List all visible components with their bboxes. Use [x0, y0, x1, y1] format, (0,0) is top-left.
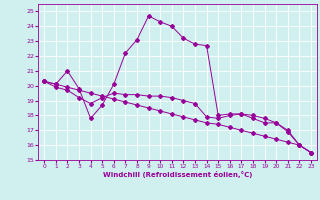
- X-axis label: Windchill (Refroidissement éolien,°C): Windchill (Refroidissement éolien,°C): [103, 171, 252, 178]
